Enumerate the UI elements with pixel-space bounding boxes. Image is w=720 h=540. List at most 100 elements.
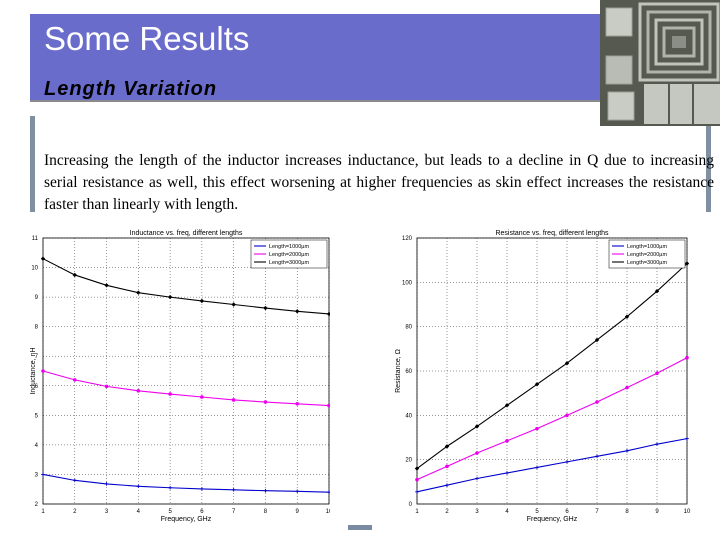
- data-point: [625, 385, 629, 390]
- data-point: [41, 369, 45, 373]
- plot-area: [42, 237, 330, 505]
- data-point: [72, 272, 77, 278]
- x-tick-label: 9: [296, 509, 300, 515]
- y-tick-label: 8: [35, 325, 39, 331]
- data-point: [504, 403, 510, 408]
- y-tick-label: 80: [405, 325, 412, 331]
- series-line: [42, 370, 330, 407]
- y-tick-label: 10: [31, 266, 38, 272]
- x-tick-label: 10: [684, 509, 691, 515]
- data-point: [534, 382, 540, 387]
- x-tick-label: 1: [41, 509, 45, 515]
- series-line: [42, 473, 330, 493]
- data-point: [505, 439, 509, 443]
- data-point: [231, 398, 236, 402]
- data-point: [624, 314, 630, 319]
- series-line: [416, 357, 688, 481]
- legend-entry: Length=2000µm: [627, 252, 667, 258]
- x-tick-label: 3: [105, 509, 109, 515]
- y-tick-label: 120: [402, 236, 413, 242]
- y-tick-label: 6: [35, 384, 39, 390]
- data-point: [654, 289, 660, 294]
- y-tick-label: 11: [32, 236, 39, 242]
- data-point: [295, 309, 300, 314]
- x-tick-label: 5: [535, 509, 539, 515]
- chart-title: Inductance vs. freq, different lengths: [130, 230, 243, 237]
- legend-entry: Length=1000µm: [627, 244, 667, 250]
- data-point: [104, 283, 109, 288]
- slide-subtitle: Length Variation: [44, 78, 218, 100]
- legend-entry: Length=2000µm: [269, 252, 309, 258]
- y-tick-label: 4: [35, 443, 39, 449]
- x-tick-label: 6: [200, 509, 204, 515]
- data-point: [327, 403, 331, 408]
- data-point: [231, 302, 236, 307]
- data-point: [655, 371, 659, 376]
- data-point: [295, 402, 300, 406]
- x-tick-label: 7: [595, 509, 599, 515]
- legend-entry: Length=3000µm: [627, 260, 667, 266]
- data-point: [414, 466, 420, 471]
- legend-entry: Length=1000µm: [269, 244, 309, 250]
- data-point: [263, 400, 268, 404]
- slide-footer-mark: [348, 525, 372, 530]
- data-point: [415, 477, 419, 482]
- x-tick-label: 2: [445, 509, 449, 515]
- legend-entry: Length=3000µm: [269, 260, 309, 266]
- data-point: [685, 355, 689, 360]
- y-tick-label: 5: [35, 413, 39, 419]
- series-line: [42, 258, 330, 315]
- y-tick-label: 0: [409, 502, 413, 508]
- x-tick-label: 3: [475, 509, 479, 515]
- data-point: [564, 361, 570, 366]
- x-axis-label: Frequency, GHz: [527, 516, 578, 523]
- x-tick-label: 7: [232, 509, 236, 515]
- body-paragraph: Increasing the length of the inductor in…: [44, 150, 714, 216]
- x-tick-label: 10: [326, 509, 330, 515]
- x-tick-label: 1: [415, 509, 419, 515]
- divider: [30, 100, 720, 116]
- resistance-chart: 1 2 3 4 5 6 7 8 9 10 0 20 40 60 80 100 120 Resistance vs.…: [390, 222, 700, 532]
- y-tick-label: 7: [35, 354, 39, 360]
- data-point: [72, 378, 77, 382]
- x-tick-label: 2: [73, 509, 77, 515]
- chart-title: Resistance vs. freq, different lengths: [495, 230, 609, 237]
- x-tick-label: 4: [137, 509, 141, 515]
- y-tick-label: 60: [405, 369, 412, 375]
- data-point: [200, 395, 204, 399]
- x-tick-label: 9: [655, 509, 659, 515]
- x-tick-label: 4: [505, 509, 509, 515]
- y-tick-label: 3: [35, 472, 39, 478]
- left-accent-bar: [30, 116, 35, 212]
- data-point: [535, 426, 539, 431]
- data-point: [474, 424, 480, 429]
- y-axis-label: Resistance, Ω: [395, 349, 402, 393]
- data-point: [445, 464, 449, 469]
- y-tick-label: 100: [402, 280, 413, 286]
- inductor-chip-photo: [600, 0, 720, 126]
- series-line: [416, 263, 688, 469]
- data-point: [594, 337, 600, 343]
- body-text: Increasing the length of the inductor in…: [44, 152, 714, 213]
- series-line: [416, 438, 688, 493]
- y-tick-label: 40: [405, 413, 412, 419]
- data-point: [199, 298, 205, 304]
- data-point: [565, 413, 569, 418]
- y-tick-label: 20: [405, 458, 412, 464]
- data-point: [136, 389, 141, 393]
- x-tick-label: 8: [264, 509, 268, 515]
- y-tick-label: 9: [35, 295, 39, 301]
- data-point: [40, 256, 46, 261]
- data-point: [167, 294, 173, 300]
- slide-title: Some Results: [44, 20, 250, 57]
- x-tick-label: 6: [565, 509, 569, 515]
- x-tick-label: 8: [625, 509, 629, 515]
- data-point: [595, 400, 599, 404]
- data-point: [104, 384, 109, 389]
- data-point: [684, 261, 690, 266]
- y-axis-label: Inductance, nH: [30, 347, 37, 394]
- data-point: [168, 392, 172, 396]
- inductance-chart-svg: 12345678910234567891011Inductance vs. fr…: [30, 230, 333, 523]
- inductance-chart: 12345678910234567891011Inductance vs. fr…: [30, 222, 333, 532]
